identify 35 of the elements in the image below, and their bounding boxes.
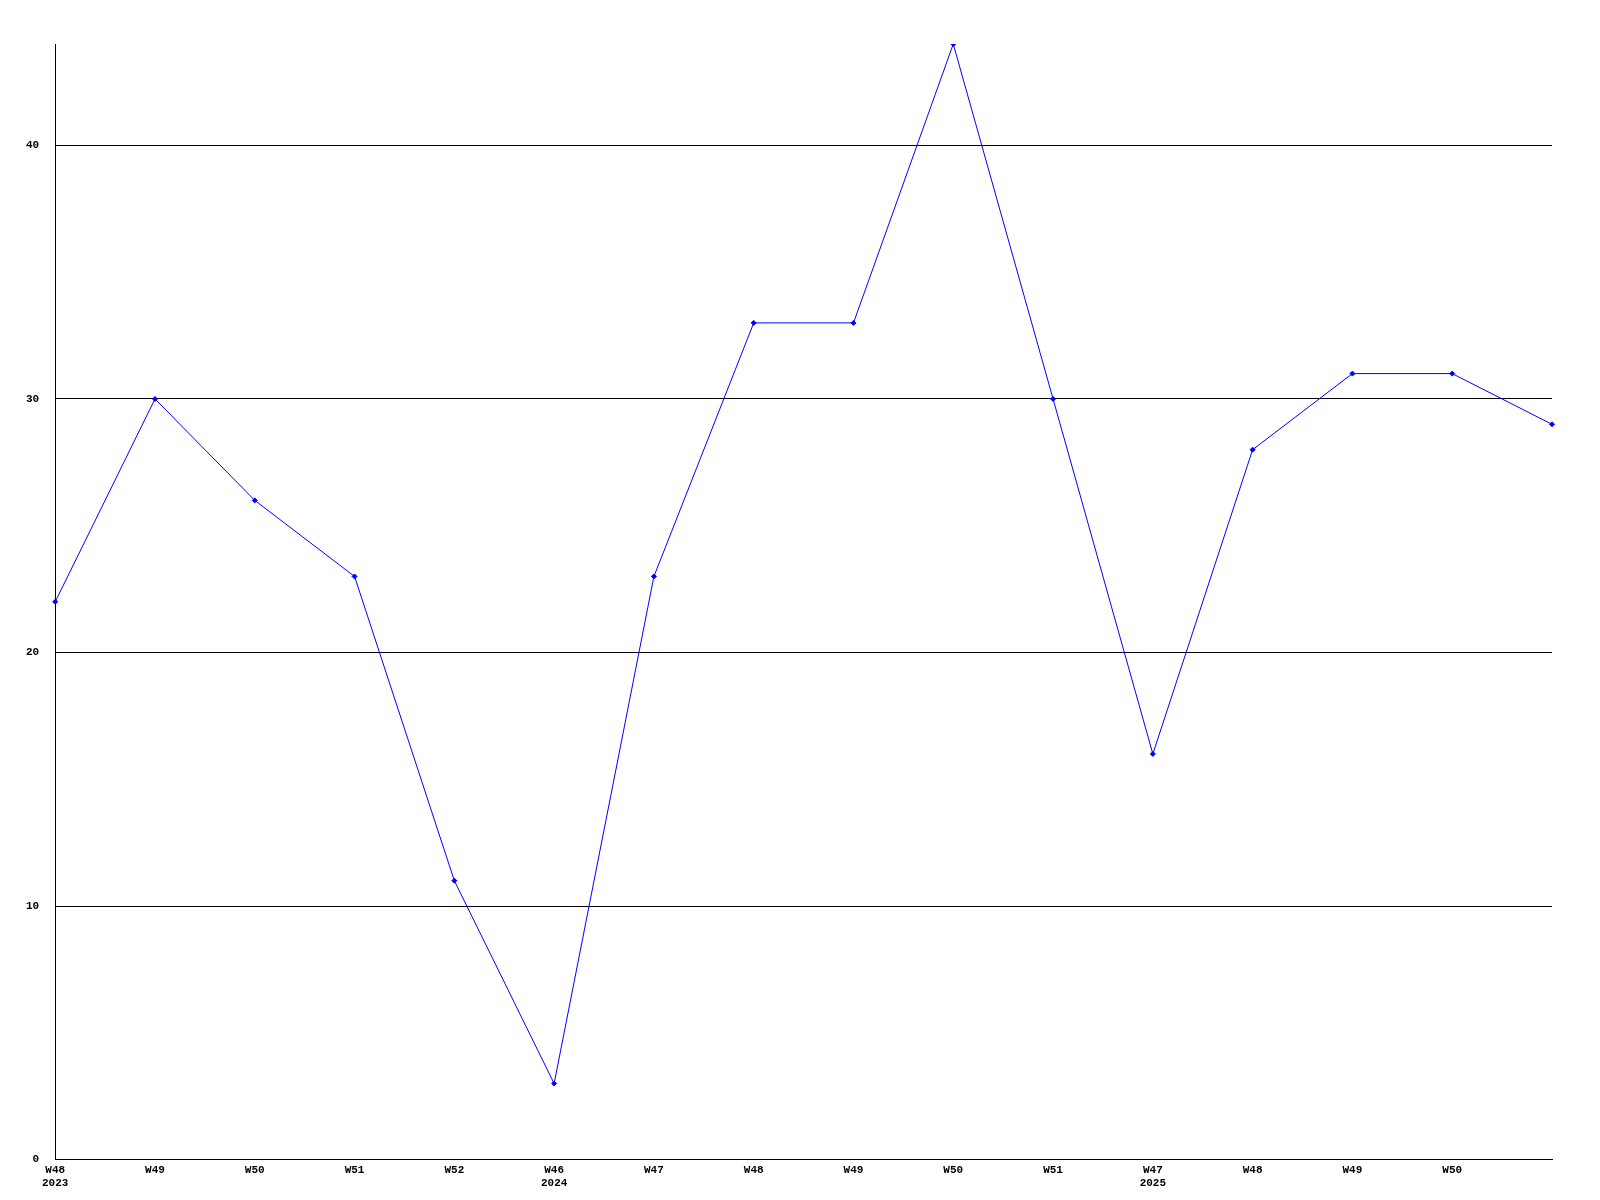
x-tick-label: W49 — [145, 1163, 165, 1176]
x-tick-label: W48 — [743, 1163, 764, 1176]
x-tick-label: W46 2024 — [540, 1163, 568, 1190]
point — [1549, 421, 1555, 428]
x-tick-label: W50 — [943, 1163, 964, 1176]
point — [1050, 395, 1057, 402]
x-tick-label: W47 — [644, 1163, 664, 1176]
y-tick-label: 0 — [32, 1153, 40, 1166]
point — [351, 573, 358, 580]
point — [52, 598, 59, 605]
point — [451, 877, 458, 884]
x-tick-label: W51 — [1043, 1163, 1064, 1176]
point — [251, 497, 258, 504]
point — [1149, 750, 1156, 757]
x-tick-label: W51 — [344, 1163, 365, 1176]
x-tick-label: W52 — [444, 1163, 465, 1176]
point — [1449, 370, 1456, 377]
x-tick-label: W50 — [244, 1163, 265, 1176]
point — [650, 573, 657, 580]
point — [750, 319, 757, 326]
y-tick-label: 10 — [26, 899, 40, 912]
point — [151, 395, 158, 402]
x-tick-label: W49 — [1342, 1163, 1363, 1176]
x-tick-label: W50 — [1442, 1163, 1463, 1176]
x-tick-label: W48 — [1242, 1163, 1263, 1176]
y-tick-label: 20 — [26, 646, 40, 659]
y-tick-label: 30 — [26, 392, 40, 405]
x-tick-label: W48 2023 — [42, 1163, 69, 1190]
y-tick-label: 40 — [26, 139, 40, 152]
point — [1249, 446, 1256, 453]
point — [1349, 370, 1356, 377]
x-tick-label: W47 2025 — [1139, 1163, 1167, 1190]
point — [850, 319, 857, 326]
x-tick-label: W49 — [843, 1163, 864, 1176]
point — [551, 1080, 558, 1087]
